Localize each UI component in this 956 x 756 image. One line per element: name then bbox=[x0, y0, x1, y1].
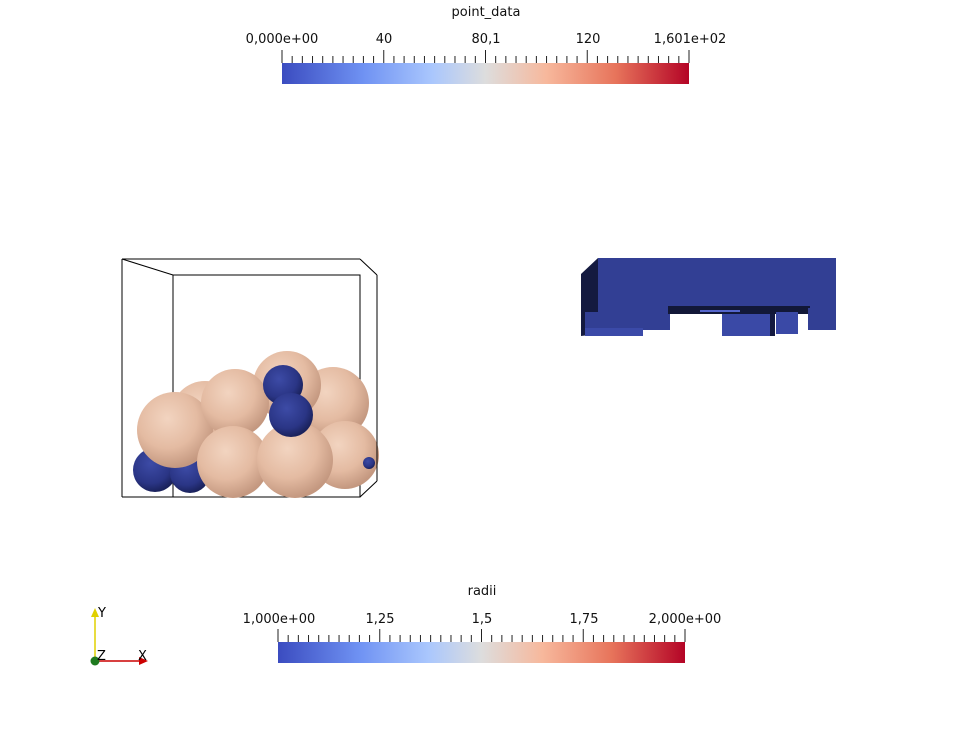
block-foot-right bbox=[776, 312, 798, 334]
point-data-label-max: 1,601e+02 bbox=[653, 32, 727, 47]
bounding-box-front bbox=[121, 258, 378, 498]
radii-label-max: 2,000e+00 bbox=[648, 612, 722, 627]
sphere-large bbox=[257, 422, 333, 498]
sphere-large bbox=[201, 369, 269, 437]
block-foot-mid bbox=[722, 314, 774, 336]
point-data-label-80: 80,1 bbox=[471, 32, 501, 47]
radii-label-175: 1,75 bbox=[569, 612, 599, 627]
block-foot-left-shade bbox=[585, 328, 643, 336]
point-data-legend-title: point_data bbox=[451, 5, 521, 20]
sphere-large bbox=[197, 426, 269, 498]
radii-label-min: 1,000e+00 bbox=[242, 612, 316, 627]
radii-ticks bbox=[277, 629, 686, 642]
radii-legend-title: radii bbox=[467, 584, 497, 599]
y-axis-label: Y bbox=[97, 606, 106, 621]
sphere-large bbox=[137, 392, 213, 468]
sphere-small bbox=[363, 457, 375, 469]
z-axis-point-icon bbox=[90, 656, 100, 666]
sphere-packing-view[interactable] bbox=[115, 255, 385, 505]
solid-block-view[interactable] bbox=[580, 256, 840, 338]
y-axis-arrow-icon bbox=[91, 608, 99, 617]
orientation-axes-widget[interactable]: Y Z X bbox=[85, 603, 155, 673]
block-foot-far bbox=[808, 308, 836, 330]
radii-color-bar bbox=[278, 642, 685, 663]
block-front-face bbox=[598, 258, 836, 330]
x-axis-arrow-icon bbox=[139, 657, 148, 665]
point-data-label-120: 120 bbox=[575, 32, 601, 47]
z-axis-label: Z bbox=[97, 649, 106, 664]
block-slot bbox=[700, 310, 740, 312]
point-data-label-40: 40 bbox=[375, 32, 393, 47]
point-data-ticks bbox=[281, 50, 690, 63]
radii-label-15: 1,5 bbox=[471, 612, 493, 627]
sphere-small bbox=[269, 393, 313, 437]
point-data-color-bar bbox=[282, 63, 689, 84]
point-data-label-min: 0,000e+00 bbox=[245, 32, 319, 47]
radii-label-125: 1,25 bbox=[365, 612, 395, 627]
block-foot-mid-gap bbox=[770, 314, 775, 336]
x-axis-label: X bbox=[138, 649, 147, 664]
